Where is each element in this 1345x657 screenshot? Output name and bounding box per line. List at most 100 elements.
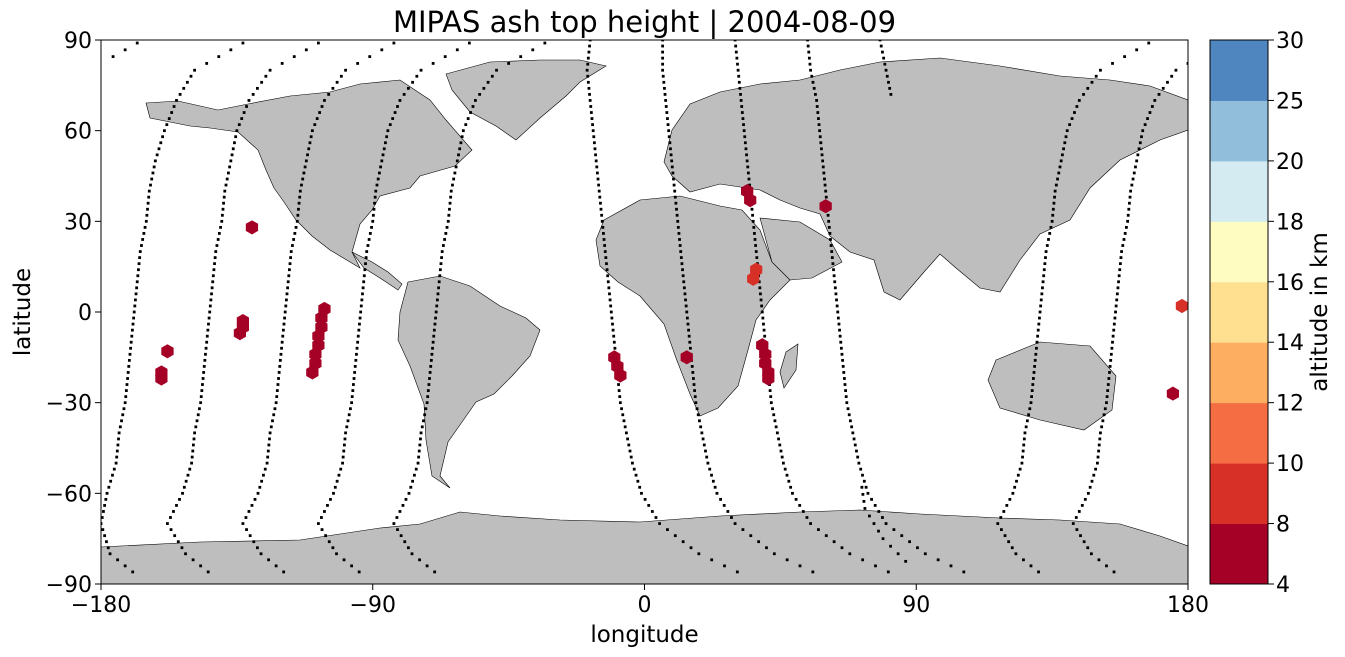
track-sample [449, 189, 453, 193]
track-sample [681, 540, 685, 544]
track-sample [1021, 455, 1024, 459]
track-sample [1090, 479, 1094, 483]
track-sample [417, 449, 421, 453]
track-sample [750, 207, 754, 211]
track-sample [774, 425, 778, 429]
ash-point [614, 368, 627, 383]
track-sample [208, 304, 212, 308]
track-sample [1034, 352, 1038, 356]
track-sample [1106, 383, 1110, 386]
track-sample [888, 86, 892, 90]
track-sample [845, 401, 849, 405]
track-sample [904, 559, 908, 563]
track-sample [355, 346, 359, 350]
track-sample [1086, 546, 1090, 550]
track-sample [107, 485, 111, 489]
track-sample [588, 99, 592, 102]
track-sample [291, 244, 294, 247]
track-sample [817, 123, 821, 127]
track-sample [599, 201, 602, 205]
track-sample [194, 425, 198, 429]
track-sample [1028, 407, 1032, 411]
track-sample [1123, 232, 1127, 235]
track-sample [531, 48, 535, 52]
track-sample [777, 437, 780, 441]
track-sample [122, 407, 126, 411]
track-sample [821, 165, 825, 169]
track-sample [166, 522, 169, 525]
track-sample [1044, 250, 1048, 253]
track-sample [101, 528, 105, 531]
track-sample [877, 529, 880, 533]
track-sample [1027, 413, 1030, 417]
track-sample [256, 546, 259, 550]
track-sample [679, 256, 683, 259]
track-sample [592, 141, 596, 145]
track-sample [643, 497, 647, 501]
track-sample [962, 570, 966, 574]
track-sample [1135, 159, 1139, 163]
track-sample [169, 528, 173, 531]
track-sample [594, 153, 597, 157]
track-sample [685, 310, 689, 314]
track-sample [256, 491, 260, 495]
track-sample [840, 546, 844, 550]
track-sample [1038, 316, 1041, 320]
track-sample [318, 111, 322, 114]
track-sample [430, 352, 434, 356]
orbit-track-13 [111, 41, 1188, 574]
track-sample [675, 213, 679, 217]
track-sample [606, 274, 610, 278]
track-sample [260, 479, 264, 483]
track-sample [844, 395, 848, 399]
track-sample [1064, 135, 1068, 139]
track-sample [1043, 262, 1047, 266]
track-sample [1166, 80, 1169, 84]
track-sample [195, 419, 199, 423]
track-sample [198, 407, 201, 411]
track-sample [214, 250, 218, 253]
track-sample [878, 40, 882, 42]
track-sample [165, 123, 169, 127]
track-sample [404, 497, 408, 501]
track-sample [691, 371, 695, 374]
y-tick-label: 60 [64, 120, 92, 145]
track-sample [1088, 485, 1092, 489]
track-sample [773, 419, 777, 423]
track-sample [723, 564, 726, 568]
track-sample [216, 238, 220, 241]
track-sample [667, 135, 671, 139]
track-sample [772, 413, 776, 417]
track-sample [386, 129, 390, 133]
track-sample [298, 195, 302, 199]
track-sample [612, 340, 616, 344]
colorbar-tick-label: 25 [1276, 89, 1304, 114]
track-sample [1008, 497, 1012, 501]
track-sample [175, 504, 178, 507]
track-sample [1029, 401, 1033, 405]
track-sample [208, 310, 212, 314]
track-sample [1010, 546, 1014, 550]
orbit-track-12 [996, 41, 1151, 574]
track-sample [618, 395, 622, 399]
track-sample [1111, 334, 1115, 338]
track-sample [693, 389, 697, 392]
track-sample [738, 86, 742, 90]
track-sample [307, 147, 311, 151]
track-sample [277, 377, 280, 380]
track-sample [861, 492, 865, 496]
track-sample [320, 105, 324, 108]
track-sample [317, 41, 320, 45]
track-sample [204, 352, 207, 356]
track-sample [666, 117, 669, 120]
track-sample [117, 437, 120, 441]
track-sample [881, 50, 884, 54]
track-sample [1051, 213, 1055, 217]
track-sample [1153, 99, 1157, 102]
track-sample [1029, 564, 1033, 568]
track-sample [247, 99, 251, 102]
track-sample [132, 316, 136, 320]
track-sample [740, 111, 744, 114]
track-sample [809, 68, 812, 72]
